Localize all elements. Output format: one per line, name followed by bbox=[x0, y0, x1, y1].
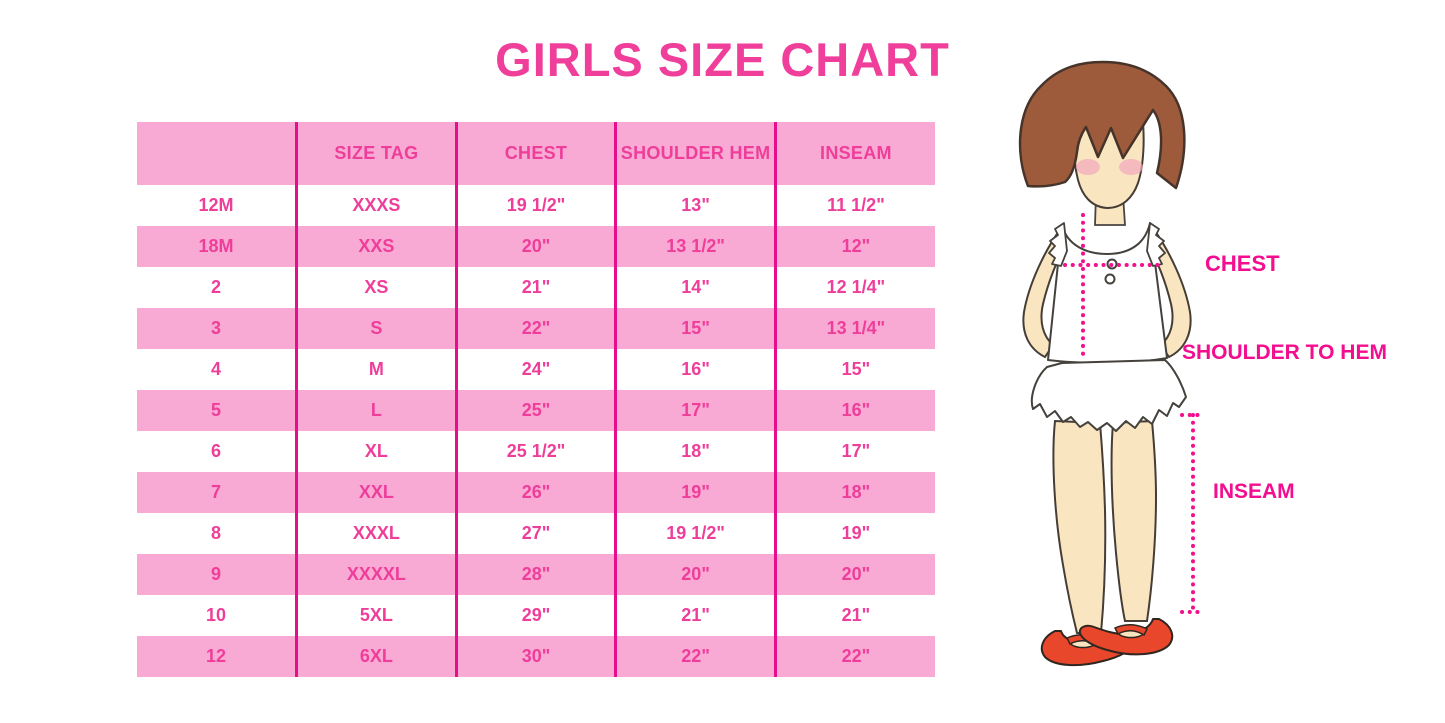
table-cell: 27" bbox=[454, 513, 616, 554]
shoulder-ruffle-right bbox=[1146, 222, 1166, 267]
chest-label: CHEST bbox=[1205, 251, 1280, 276]
table-cell: 18" bbox=[614, 431, 776, 472]
table-cell: XXXS bbox=[295, 185, 457, 226]
inseam-label: INSEAM bbox=[1213, 480, 1295, 503]
header-row: SIZE TAG CHEST SHOULDER HEM INSEAM bbox=[137, 122, 935, 185]
table-cell: 17" bbox=[614, 390, 776, 431]
button-bottom bbox=[1104, 273, 1116, 285]
table-cell: 26" bbox=[454, 472, 616, 513]
table-cell: 13 1/2" bbox=[614, 226, 776, 267]
column-header: SHOULDER HEM bbox=[614, 122, 776, 185]
blush-left bbox=[1076, 159, 1100, 175]
table-cell: 13 1/4" bbox=[773, 308, 935, 349]
column-header: CHEST bbox=[454, 122, 616, 185]
skirt bbox=[1030, 359, 1187, 432]
table-cell: 20" bbox=[454, 226, 616, 267]
column-header: INSEAM bbox=[773, 122, 935, 185]
table-cell: XXS bbox=[295, 226, 457, 267]
table-cell: 14" bbox=[614, 267, 776, 308]
table-cell: 6 bbox=[137, 431, 297, 472]
table-cell: 15" bbox=[614, 308, 776, 349]
table-cell: 10 bbox=[137, 595, 297, 636]
table-cell: L bbox=[295, 390, 457, 431]
girl-measurement-illustration bbox=[1018, 60, 1206, 667]
table-cell: M bbox=[295, 349, 457, 390]
table-cell: 6XL bbox=[295, 636, 457, 677]
table-cell: S bbox=[295, 308, 457, 349]
table-cell: 19 1/2" bbox=[454, 185, 616, 226]
column-header: SIZE TAG bbox=[295, 122, 457, 185]
table-row: 12 6XL 30" 22" 22" bbox=[137, 636, 935, 677]
table-cell: 21" bbox=[614, 595, 776, 636]
table-cell: 22" bbox=[614, 636, 776, 677]
table-cell: 18" bbox=[773, 472, 935, 513]
table-row: 5 L 25" 17" 16" bbox=[137, 390, 935, 431]
table-cell: XL bbox=[295, 431, 457, 472]
table-cell: 29" bbox=[454, 595, 616, 636]
table-row: 18M XXS 20" 13 1/2" 12" bbox=[137, 226, 935, 267]
table-cell: 19" bbox=[614, 472, 776, 513]
table-cell: 2 bbox=[137, 267, 297, 308]
table-cell: 20" bbox=[614, 554, 776, 595]
table-cell: XXL bbox=[295, 472, 457, 513]
table-cell: 4 bbox=[137, 349, 297, 390]
table-cell: 3 bbox=[137, 308, 297, 349]
table-cell: 15" bbox=[773, 349, 935, 390]
table-cell: 25" bbox=[454, 390, 616, 431]
table-cell: 22" bbox=[454, 308, 616, 349]
leg-right bbox=[1110, 419, 1158, 622]
table-cell: 16" bbox=[773, 390, 935, 431]
shoe-right-strap bbox=[1113, 624, 1149, 637]
table-cell: 21" bbox=[454, 267, 616, 308]
table-cell: 5 bbox=[137, 390, 297, 431]
table-row: 6 XL 25 1/2" 18" 17" bbox=[137, 431, 935, 472]
table-cell: 20" bbox=[773, 554, 935, 595]
leg-left bbox=[1052, 419, 1107, 634]
table-row: 12M XXXS 19 1/2" 13" 11 1/2" bbox=[137, 185, 935, 226]
table-cell: 18M bbox=[137, 226, 297, 267]
table-row: 4 M 24" 16" 15" bbox=[137, 349, 935, 390]
shoulder-ruffle-left bbox=[1048, 222, 1068, 267]
table-row: 2 XS 21" 14" 12 1/4" bbox=[137, 267, 935, 308]
table-cell: 30" bbox=[454, 636, 616, 677]
shoulder-to-hem-label: SHOULDER TO HEM bbox=[1182, 341, 1387, 364]
table-cell: 5XL bbox=[295, 595, 457, 636]
table-cell: 24" bbox=[454, 349, 616, 390]
blush-right bbox=[1119, 159, 1143, 175]
hair bbox=[1018, 60, 1186, 190]
table-cell: 13" bbox=[614, 185, 776, 226]
table-cell: 12M bbox=[137, 185, 297, 226]
table-cell: 12" bbox=[773, 226, 935, 267]
table-cell: 12 1/4" bbox=[773, 267, 935, 308]
table-cell: 11 1/2" bbox=[773, 185, 935, 226]
table-row: 8 XXXL 27" 19 1/2" 19" bbox=[137, 513, 935, 554]
table-cell: XS bbox=[295, 267, 457, 308]
table-row: 9 XXXXL 28" 20" 20" bbox=[137, 554, 935, 595]
table-cell: XXXL bbox=[295, 513, 457, 554]
table-cell: 7 bbox=[137, 472, 297, 513]
table-cell: 8 bbox=[137, 513, 297, 554]
table-row: 7 XXL 26" 19" 18" bbox=[137, 472, 935, 513]
table-cell: 9 bbox=[137, 554, 297, 595]
table-row: 3 S 22" 15" 13 1/4" bbox=[137, 308, 935, 349]
table-cell: 25 1/2" bbox=[454, 431, 616, 472]
table-cell: 21" bbox=[773, 595, 935, 636]
column-header bbox=[137, 122, 297, 185]
size-chart-table: SIZE TAG CHEST SHOULDER HEM INSEAM 12M XXXS 19… bbox=[137, 122, 935, 677]
table-row: 10 5XL 29" 21" 21" bbox=[137, 595, 935, 636]
table-cell: XXXXL bbox=[295, 554, 457, 595]
page-title: GIRLS SIZE CHART bbox=[495, 33, 950, 86]
table-cell: 28" bbox=[454, 554, 616, 595]
table-cell: 19 1/2" bbox=[614, 513, 776, 554]
table-cell: 19" bbox=[773, 513, 935, 554]
table-cell: 22" bbox=[773, 636, 935, 677]
table-cell: 16" bbox=[614, 349, 776, 390]
table-cell: 17" bbox=[773, 431, 935, 472]
table-cell: 12 bbox=[137, 636, 297, 677]
